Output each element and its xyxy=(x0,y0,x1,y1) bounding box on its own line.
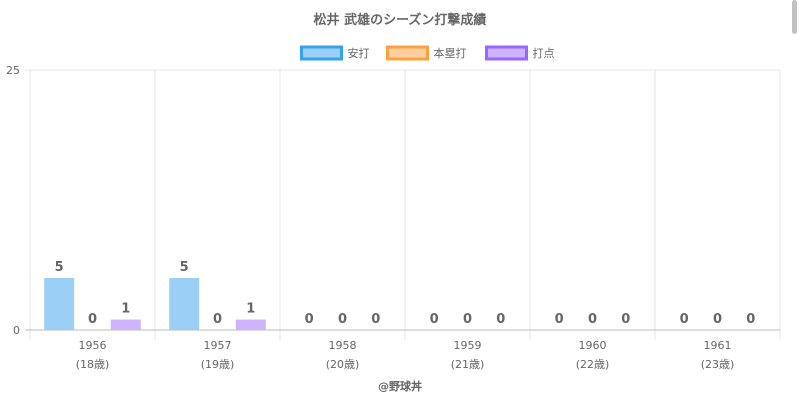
x-tick-label-1957: 1957 xyxy=(204,339,232,352)
data-label-1960-series-1: 0 xyxy=(555,312,564,327)
bar-1957-series-1[interactable] xyxy=(169,278,200,330)
data-label-1956-series-2: 0 xyxy=(88,312,97,327)
scrollbar-thumb[interactable] xyxy=(792,0,797,34)
chart-title: 松井 武雄のシーズン打撃成績 xyxy=(314,12,487,28)
x-tick-label-1958: 1958 xyxy=(329,339,357,352)
x-tick-label-1960: 1960 xyxy=(579,339,607,352)
x-tick-sublabel-1957: (19歳) xyxy=(201,358,235,371)
x-tick-label-1959: 1959 xyxy=(454,339,482,352)
legend-swatch-3[interactable] xyxy=(485,45,528,61)
data-labels: 5 0 1 5 0 1 0 0 0 0 0 0 0 0 0 0 0 0 xyxy=(55,260,756,327)
x-tick-sublabel-1961: (23歳) xyxy=(701,358,735,371)
y-tick-label-0: 0 xyxy=(13,324,20,337)
data-label-1958-series-2: 0 xyxy=(338,312,347,327)
grid xyxy=(25,69,781,340)
legend-label-1[interactable]: 安打 xyxy=(348,46,370,60)
data-label-1959-series-1: 0 xyxy=(430,312,439,327)
legend-swatch-1[interactable] xyxy=(300,45,343,61)
data-label-1957-series-1: 5 xyxy=(180,260,189,275)
x-tick-sublabel-1960: (22歳) xyxy=(576,358,610,371)
y-tick-label-25: 25 xyxy=(6,64,20,77)
bar-1956-series-1[interactable] xyxy=(44,278,75,330)
data-label-1959-series-3: 0 xyxy=(496,312,505,327)
x-tick-label-1956: 1956 xyxy=(79,339,107,352)
bar-1957-series-3[interactable] xyxy=(235,319,266,330)
data-label-1956-series-3: 1 xyxy=(121,302,130,317)
x-tick-sublabel-1956: (18歳) xyxy=(76,358,110,371)
x-tick-sublabel-1958: (20歳) xyxy=(326,358,360,371)
data-label-1960-series-2: 0 xyxy=(588,312,597,327)
legend-swatch-2[interactable] xyxy=(386,45,429,61)
legend-label-3[interactable]: 打点 xyxy=(533,46,555,60)
bars xyxy=(44,278,266,330)
x-tick-sublabel-1959: (21歳) xyxy=(451,358,485,371)
legend: 安打 本塁打 打点 xyxy=(300,45,555,61)
data-label-1958-series-1: 0 xyxy=(305,312,314,327)
data-label-1957-series-2: 0 xyxy=(213,312,222,327)
data-label-1961-series-1: 0 xyxy=(680,312,689,327)
y-axis: 0 25 xyxy=(6,64,20,337)
legend-label-2[interactable]: 本塁打 xyxy=(434,46,467,60)
footer-credit: @野球丼 xyxy=(378,379,422,393)
data-label-1956-series-1: 5 xyxy=(55,260,64,275)
data-label-1959-series-2: 0 xyxy=(463,312,472,327)
data-label-1961-series-2: 0 xyxy=(713,312,722,327)
x-axis: 1956 (18歳) 1957 (19歳) 1958 (20歳) 1959 (21歳) 1960… xyxy=(76,339,735,371)
data-label-1960-series-3: 0 xyxy=(621,312,630,327)
bar-1956-series-3[interactable] xyxy=(110,319,141,330)
data-label-1961-series-3: 0 xyxy=(746,312,755,327)
x-tick-label-1961: 1961 xyxy=(704,339,732,352)
data-label-1957-series-3: 1 xyxy=(246,302,255,317)
data-label-1958-series-3: 0 xyxy=(371,312,380,327)
